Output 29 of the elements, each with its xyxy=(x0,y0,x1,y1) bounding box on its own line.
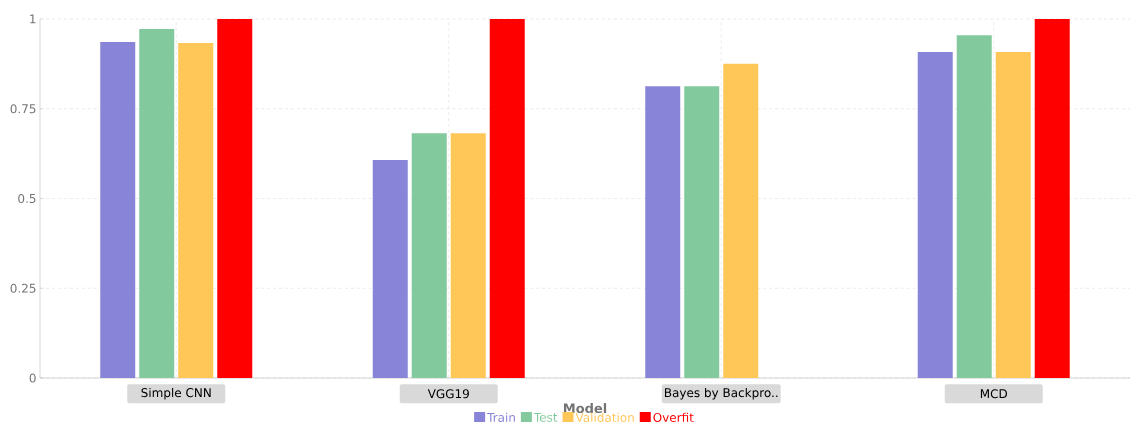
legend-label: Validation xyxy=(575,412,634,422)
legend-label: Overfit xyxy=(653,412,694,422)
bar xyxy=(723,63,759,378)
y-tick-label: 0.5 xyxy=(18,193,36,203)
bar xyxy=(100,41,136,378)
bar xyxy=(1034,18,1070,378)
bar xyxy=(489,18,525,378)
bar xyxy=(917,51,953,378)
y-tick-label: 0.75 xyxy=(10,104,36,114)
bar xyxy=(178,42,214,378)
legend-label: Test xyxy=(533,412,558,422)
y-tick-label: 1 xyxy=(30,14,36,24)
y-tick-label: 0.25 xyxy=(10,283,36,293)
bar xyxy=(139,28,175,378)
legend-label: Train xyxy=(487,412,515,422)
x-tick-label: MCD xyxy=(980,389,1008,399)
bar xyxy=(372,159,408,378)
x-axis-title: Model xyxy=(563,402,607,413)
bar xyxy=(995,51,1031,378)
x-tick-label: Bayes by Backpro.. xyxy=(664,387,778,400)
bar xyxy=(411,133,447,378)
bar xyxy=(217,18,253,378)
x-tick-label: VGG19 xyxy=(427,389,469,399)
bar xyxy=(956,35,992,378)
bar xyxy=(684,85,720,378)
y-tick-label: 0 xyxy=(29,373,36,383)
bar xyxy=(450,133,486,378)
bar xyxy=(645,85,681,378)
x-tick-label: Simple CNN xyxy=(141,387,211,400)
